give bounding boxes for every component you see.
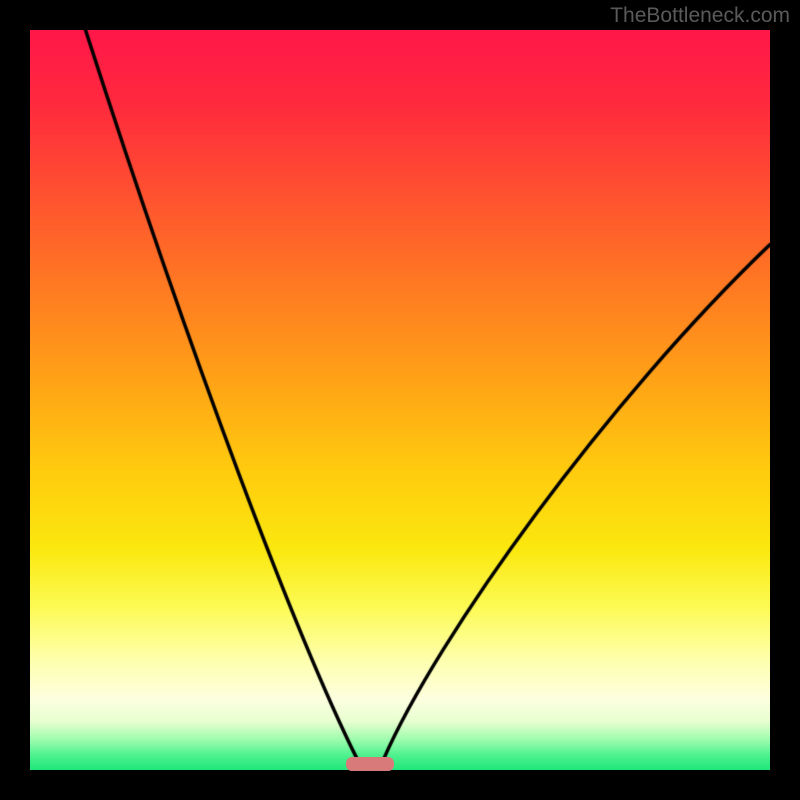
plot-area	[30, 30, 770, 770]
gradient-background	[30, 30, 770, 770]
watermark-text: TheBottleneck.com	[610, 4, 790, 28]
optimal-marker	[346, 757, 394, 770]
